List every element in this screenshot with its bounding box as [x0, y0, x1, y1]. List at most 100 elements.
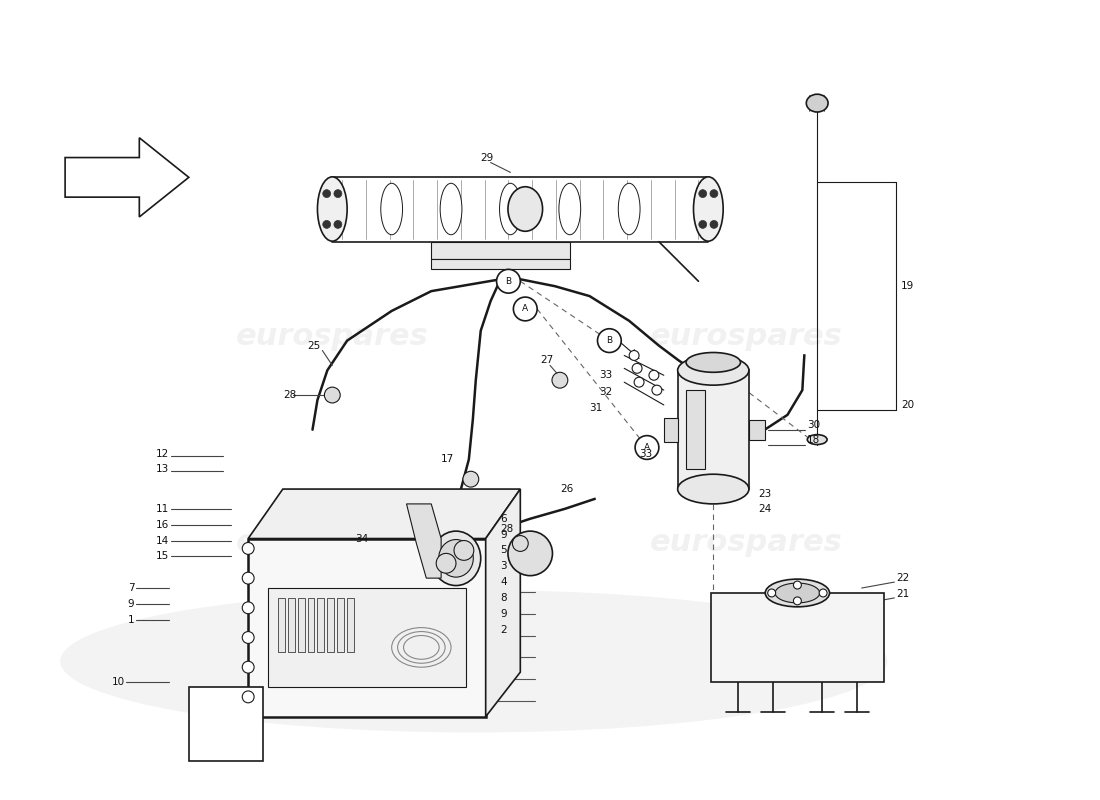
- Circle shape: [454, 541, 474, 560]
- Bar: [308, 598, 315, 652]
- Polygon shape: [65, 138, 189, 217]
- Ellipse shape: [431, 531, 481, 586]
- Circle shape: [649, 370, 659, 380]
- Circle shape: [597, 329, 622, 353]
- Text: 24: 24: [758, 504, 771, 514]
- Circle shape: [793, 581, 802, 589]
- Bar: [338, 598, 344, 652]
- Text: 19: 19: [901, 281, 914, 291]
- Text: 20: 20: [901, 400, 914, 410]
- Text: eurospares: eurospares: [235, 528, 429, 557]
- Text: 1: 1: [128, 614, 134, 625]
- Ellipse shape: [693, 177, 723, 241]
- Text: 28: 28: [500, 524, 514, 534]
- Circle shape: [710, 190, 718, 198]
- Text: 26: 26: [560, 484, 573, 494]
- Bar: [318, 598, 324, 652]
- Circle shape: [242, 572, 254, 584]
- Text: 33: 33: [600, 370, 613, 380]
- Text: 18: 18: [807, 434, 821, 445]
- Bar: [663, 418, 678, 442]
- Polygon shape: [407, 504, 441, 578]
- Bar: [678, 370, 749, 489]
- Ellipse shape: [318, 177, 348, 241]
- Ellipse shape: [766, 579, 829, 607]
- Bar: [298, 598, 305, 652]
- Text: 14: 14: [156, 535, 169, 546]
- Text: B: B: [606, 336, 613, 345]
- Circle shape: [242, 542, 254, 554]
- Text: 9: 9: [500, 530, 507, 539]
- Ellipse shape: [678, 355, 749, 385]
- Bar: [278, 598, 285, 652]
- Circle shape: [710, 221, 718, 228]
- Circle shape: [820, 589, 827, 597]
- Text: A: A: [644, 443, 650, 452]
- Circle shape: [698, 190, 706, 198]
- Circle shape: [437, 554, 456, 573]
- Text: 27: 27: [540, 355, 553, 366]
- Circle shape: [632, 363, 642, 374]
- Ellipse shape: [807, 434, 827, 445]
- Circle shape: [793, 597, 802, 605]
- Circle shape: [242, 691, 254, 703]
- Text: 34: 34: [355, 534, 368, 543]
- Text: B: B: [505, 277, 512, 286]
- Text: 5: 5: [500, 546, 507, 555]
- Circle shape: [322, 221, 331, 228]
- Text: 11: 11: [156, 504, 169, 514]
- Bar: [685, 390, 705, 470]
- Ellipse shape: [508, 531, 552, 576]
- Text: 28: 28: [283, 390, 296, 400]
- Circle shape: [552, 372, 568, 388]
- Text: 17: 17: [441, 454, 454, 464]
- Text: 15: 15: [156, 551, 169, 562]
- Text: 21: 21: [896, 589, 910, 599]
- Text: 13: 13: [156, 464, 169, 474]
- Circle shape: [242, 662, 254, 673]
- Text: 7: 7: [128, 583, 134, 593]
- Bar: [712, 593, 884, 682]
- Ellipse shape: [686, 353, 740, 372]
- Bar: [288, 598, 295, 652]
- Ellipse shape: [381, 183, 403, 234]
- Circle shape: [634, 378, 643, 387]
- Text: 8: 8: [500, 593, 507, 603]
- Circle shape: [242, 602, 254, 614]
- Text: 29: 29: [481, 153, 494, 162]
- Text: 3: 3: [500, 562, 507, 571]
- Ellipse shape: [776, 583, 820, 603]
- Bar: [189, 687, 263, 761]
- Text: 33: 33: [639, 450, 652, 459]
- Circle shape: [496, 270, 520, 293]
- Circle shape: [768, 589, 776, 597]
- Bar: [431, 259, 570, 270]
- Text: 16: 16: [156, 520, 169, 530]
- Circle shape: [629, 350, 639, 361]
- Circle shape: [513, 535, 528, 551]
- Circle shape: [635, 436, 659, 459]
- Text: 10: 10: [111, 677, 124, 687]
- Text: 6: 6: [500, 514, 507, 524]
- Ellipse shape: [60, 590, 888, 733]
- Circle shape: [334, 221, 342, 228]
- Bar: [348, 598, 354, 652]
- Text: 23: 23: [758, 489, 771, 499]
- Text: A: A: [522, 305, 528, 314]
- Text: eurospares: eurospares: [650, 528, 843, 557]
- Polygon shape: [486, 489, 520, 717]
- Circle shape: [322, 190, 331, 198]
- Ellipse shape: [678, 474, 749, 504]
- Circle shape: [242, 631, 254, 643]
- Ellipse shape: [440, 183, 462, 234]
- Text: eurospares: eurospares: [650, 322, 843, 351]
- Circle shape: [652, 385, 662, 395]
- Text: 2: 2: [500, 625, 507, 634]
- Circle shape: [514, 297, 537, 321]
- Text: 9: 9: [500, 609, 507, 618]
- Bar: [749, 420, 764, 439]
- Ellipse shape: [499, 183, 521, 234]
- Text: 9: 9: [128, 599, 134, 609]
- Circle shape: [324, 387, 340, 403]
- Text: 32: 32: [600, 387, 613, 397]
